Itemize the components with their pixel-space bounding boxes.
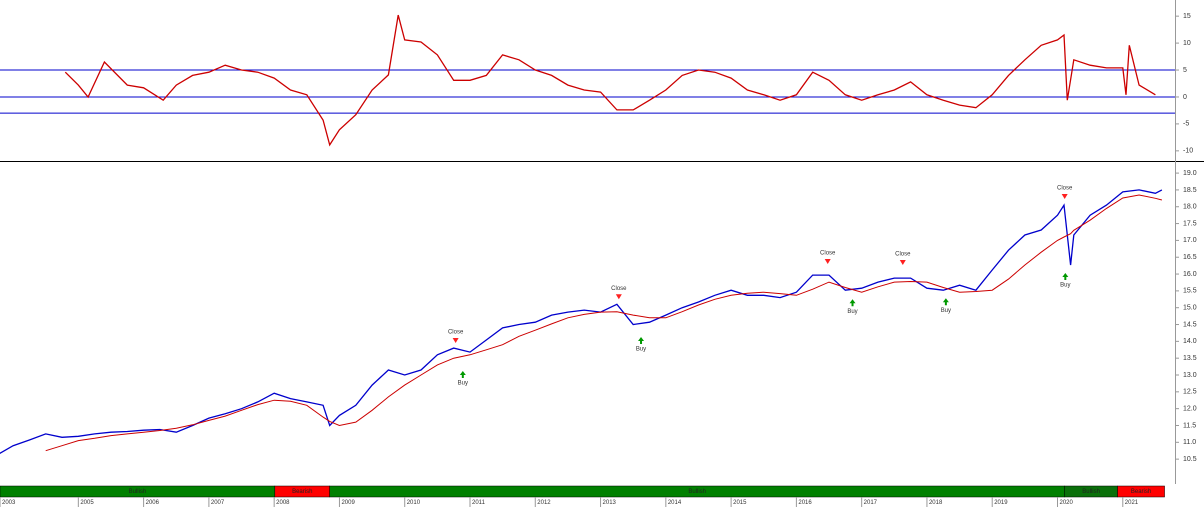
x-tick-label: 2010 [407, 500, 421, 506]
y-tick-label: 17.5 [1183, 220, 1197, 227]
signal-label: Buy [1060, 283, 1070, 289]
x-tick-label: 2015 [733, 500, 747, 506]
signal-label: Close [1057, 186, 1073, 192]
signal-label: Close [448, 330, 464, 336]
x-tick-label: 2019 [994, 500, 1008, 506]
y-tick-label: 15.0 [1183, 305, 1197, 312]
signal-marker [638, 336, 645, 344]
x-tick-label: 2005 [80, 500, 94, 506]
x-tick-label: 2006 [146, 500, 160, 506]
x-tick-label: 2013 [603, 500, 617, 506]
regime-band [1117, 485, 1165, 498]
x-tick-label: 2021 [1125, 500, 1139, 506]
x-tick-label: 2003 [2, 500, 16, 506]
y-tick-label: 19.0 [1183, 170, 1197, 177]
x-tick-label: 2012 [537, 500, 551, 506]
signal-marker [1061, 194, 1068, 200]
y-tick-label: 15 [1183, 13, 1191, 20]
signal-marker [1062, 273, 1069, 281]
regime-label: Bullish [688, 489, 706, 495]
y-tick-label: -5 [1183, 121, 1189, 128]
x-tick-label: 2007 [211, 500, 225, 506]
y-tick-label: 12.0 [1183, 406, 1197, 413]
signal-marker [615, 294, 622, 300]
regime-label: Bullish [1082, 489, 1100, 495]
x-tick-label: 2016 [798, 500, 812, 506]
y-tick-label: 15.5 [1183, 288, 1197, 295]
y-tick-label: 14.0 [1183, 338, 1197, 345]
signal-marker [824, 258, 831, 264]
x-tick-label: 2020 [1060, 500, 1074, 506]
series-line [0, 189, 1163, 454]
signal-marker [942, 298, 949, 306]
x-tick-label: 2018 [929, 500, 943, 506]
regime-label: Bullish [129, 489, 147, 495]
y-tick-label: 17.0 [1183, 237, 1197, 244]
y-tick-label: 16.5 [1183, 254, 1197, 261]
y-tick-label: 11.0 [1183, 439, 1196, 446]
y-tick-label: 10.5 [1183, 456, 1197, 463]
signal-marker [899, 259, 906, 265]
y-tick-label: 18.5 [1183, 187, 1197, 194]
y-tick-label: 13.0 [1183, 372, 1197, 379]
series-line [45, 194, 1163, 452]
signal-label: Close [895, 252, 911, 258]
y-tick-label: 10 [1183, 40, 1191, 47]
x-tick-label: 2008 [276, 500, 290, 506]
signal-label: Close [611, 286, 627, 292]
signal-marker [459, 370, 466, 378]
y-tick-label: 14.5 [1183, 321, 1197, 328]
y-tick-label: -10 [1183, 148, 1193, 155]
y-tick-label: 18.0 [1183, 204, 1197, 211]
x-tick-label: 2014 [668, 500, 682, 506]
y-tick-label: 5 [1183, 67, 1187, 74]
regime-label: Bearish [292, 489, 312, 495]
signal-label: Buy [636, 347, 646, 353]
signal-marker [452, 338, 459, 344]
x-tick-label: 2009 [341, 500, 355, 506]
signal-label: Buy [847, 309, 857, 315]
signal-label: Close [820, 251, 836, 257]
x-tick-label: 2017 [864, 500, 878, 506]
y-tick-label: 11.5 [1183, 422, 1196, 429]
y-tick-label: 12.5 [1183, 389, 1197, 396]
x-tick-label: 2011 [472, 500, 486, 506]
series-line [64, 14, 1156, 147]
signal-marker [849, 299, 856, 307]
signal-label: Buy [458, 381, 468, 387]
y-tick-label: 16.0 [1183, 271, 1197, 278]
y-tick-label: 13.5 [1183, 355, 1197, 362]
signal-label: Buy [941, 308, 951, 314]
regime-label: Bearish [1131, 489, 1151, 495]
y-tick-label: 0 [1183, 94, 1187, 101]
